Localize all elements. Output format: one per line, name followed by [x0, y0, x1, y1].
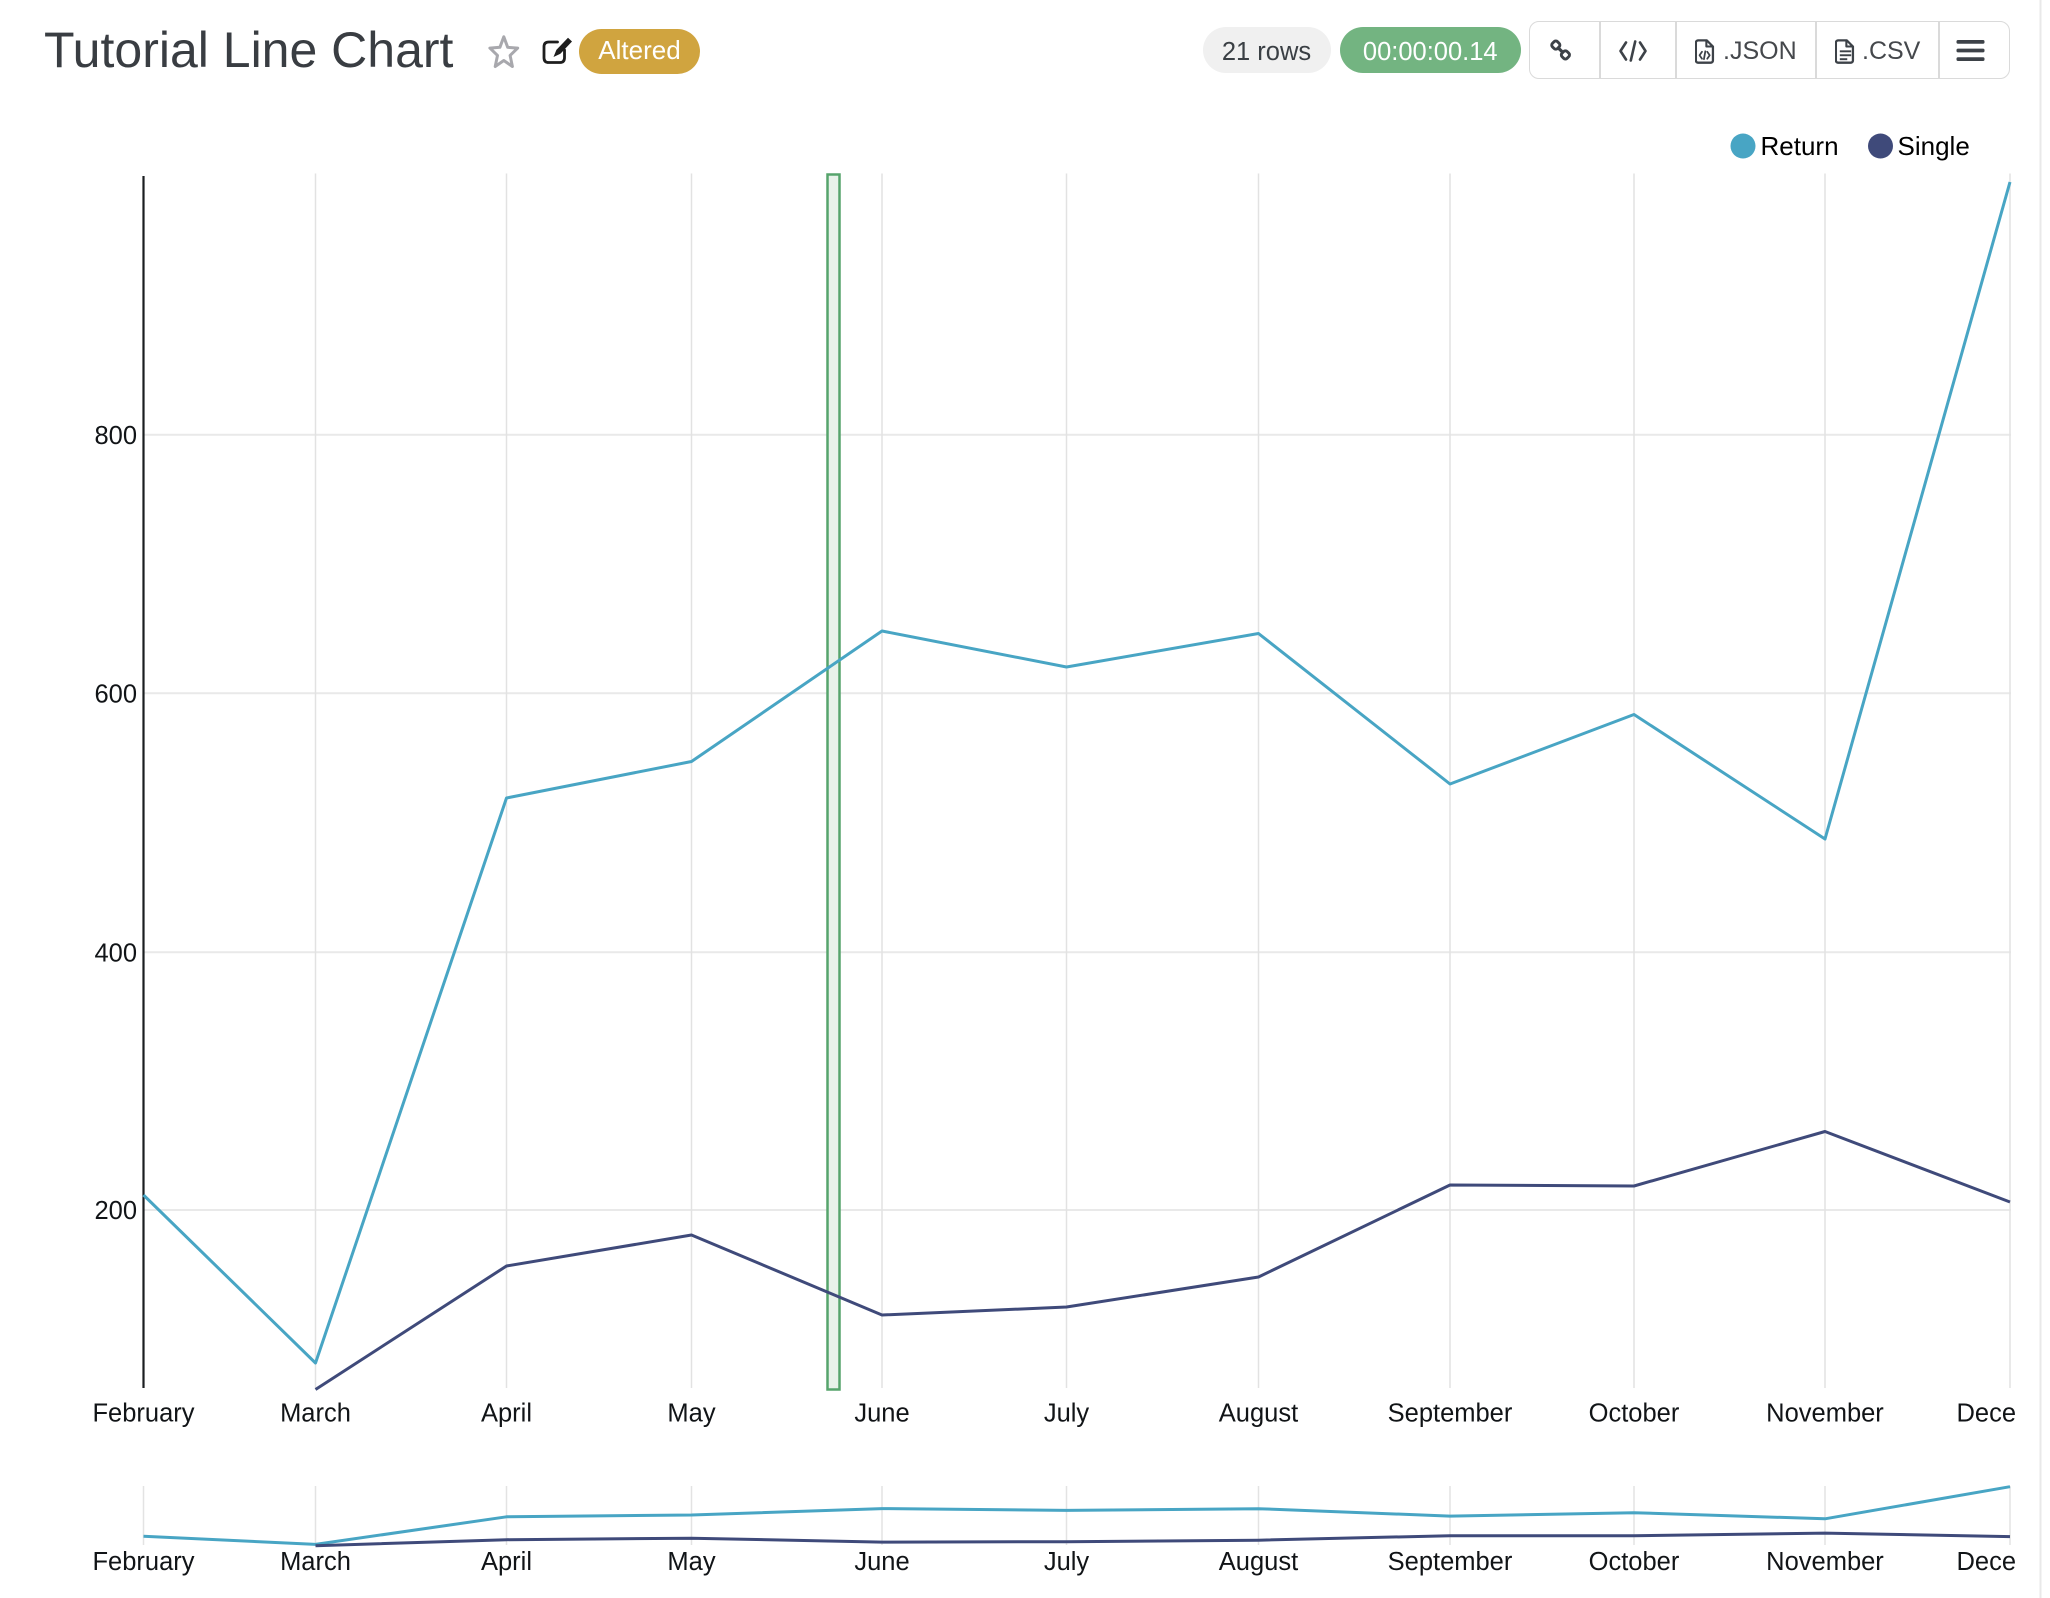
- svg-text:July: July: [1044, 1400, 1090, 1428]
- svg-text:September: September: [1388, 1548, 1513, 1576]
- svg-text:July: July: [1044, 1548, 1090, 1576]
- svg-text:March: March: [280, 1400, 351, 1428]
- svg-text:October: October: [1589, 1548, 1680, 1576]
- svg-text:April: April: [481, 1548, 532, 1576]
- svg-text:800: 800: [94, 422, 137, 450]
- svg-text:March: March: [280, 1548, 351, 1576]
- svg-text:June: June: [854, 1548, 909, 1576]
- svg-text:May: May: [667, 1548, 715, 1576]
- svg-text:August: August: [1219, 1400, 1298, 1428]
- svg-text:200: 200: [94, 1197, 137, 1225]
- svg-text:April: April: [481, 1400, 532, 1428]
- svg-text:400: 400: [94, 940, 137, 968]
- svg-text:June: June: [854, 1400, 909, 1428]
- svg-text:May: May: [667, 1400, 715, 1428]
- svg-text:September: September: [1388, 1400, 1513, 1428]
- svg-text:Single: Single: [1898, 131, 1970, 161]
- svg-text:November: November: [1766, 1548, 1884, 1576]
- svg-text:October: October: [1589, 1400, 1680, 1428]
- svg-text:Dece: Dece: [1957, 1400, 2017, 1428]
- svg-text:November: November: [1766, 1400, 1884, 1428]
- svg-text:February: February: [92, 1548, 194, 1576]
- svg-text:Return: Return: [1761, 131, 1839, 161]
- svg-text:February: February: [92, 1400, 194, 1428]
- svg-text:Dece: Dece: [1957, 1548, 2017, 1576]
- svg-text:600: 600: [94, 680, 137, 708]
- svg-text:August: August: [1219, 1548, 1298, 1576]
